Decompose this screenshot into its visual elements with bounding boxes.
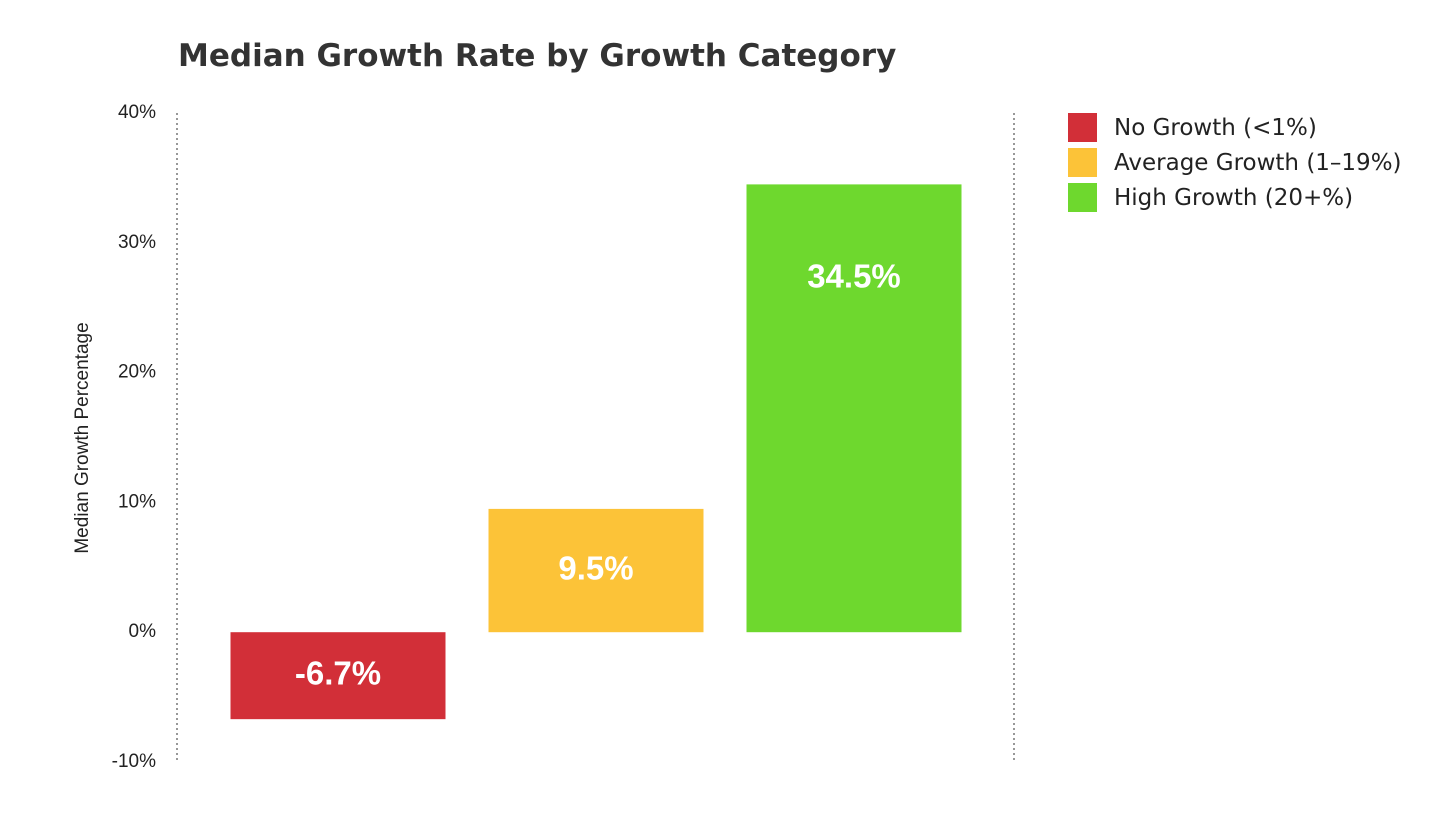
bar <box>746 184 962 633</box>
chart-title: Median Growth Rate by Growth Category <box>178 38 897 74</box>
bar-value-label: 9.5% <box>558 549 633 586</box>
legend-swatch <box>1068 113 1097 142</box>
legend-label: Average Growth (1–19%) <box>1114 149 1402 176</box>
bar <box>488 508 704 633</box>
legend-item: Average Growth (1–19%) <box>1068 145 1402 180</box>
bar-value-label: -6.7% <box>295 654 381 691</box>
legend-label: High Growth (20+%) <box>1114 184 1354 211</box>
bar <box>230 632 446 720</box>
legend-label: No Growth (<1%) <box>1114 114 1317 141</box>
bar-value-labels: -6.7% 9.5% 34.5% <box>295 258 901 692</box>
y-tick-label: 40% <box>118 102 156 123</box>
bar-value-label: 34.5% <box>807 258 901 295</box>
y-tick-label: 0% <box>129 621 157 642</box>
legend-item: High Growth (20+%) <box>1068 180 1402 215</box>
y-axis-label: Median Growth Percentage <box>72 322 93 553</box>
y-tick-label: -10% <box>112 751 156 772</box>
bars <box>230 184 962 720</box>
y-tick-label: 30% <box>118 232 156 253</box>
legend: No Growth (<1%) Average Growth (1–19%) Hig… <box>1068 110 1402 215</box>
legend-swatch <box>1068 148 1097 177</box>
y-tick-label: 20% <box>118 362 156 383</box>
legend-swatch <box>1068 183 1097 212</box>
y-tick-label: 10% <box>118 491 156 512</box>
y-tick-labels: 40% 30% 20% 10% 0% -10% <box>112 102 156 772</box>
legend-item: No Growth (<1%) <box>1068 110 1402 145</box>
